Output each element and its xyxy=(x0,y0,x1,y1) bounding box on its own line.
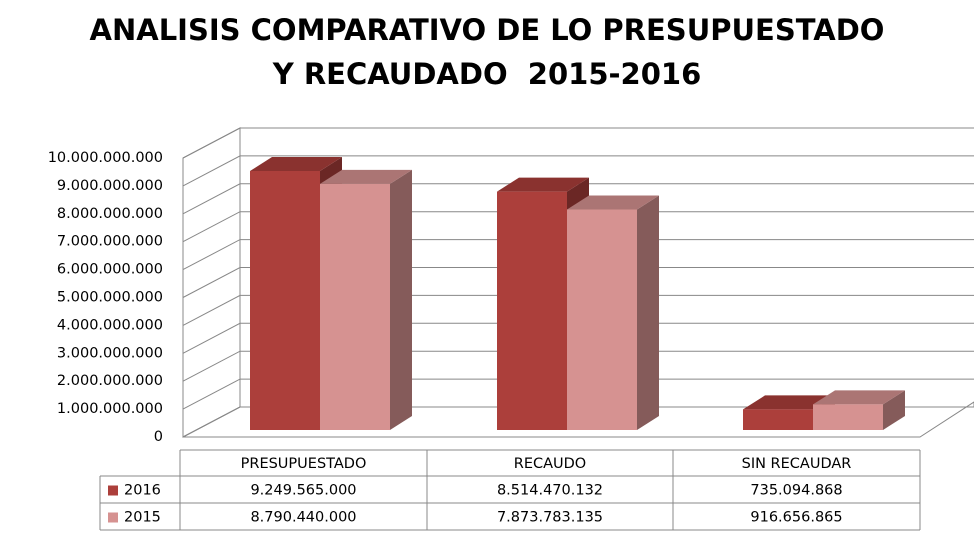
chart-title: ANALISIS COMPARATIVO DE LO PRESUPUESTADO… xyxy=(89,13,885,91)
grid-line xyxy=(182,211,974,243)
data-label: 9.249.565.000 xyxy=(250,483,356,499)
y-tick-label: 7.000.000.000 xyxy=(57,234,163,250)
grid-line xyxy=(182,155,974,187)
bar-top xyxy=(567,195,659,210)
bar-front xyxy=(250,171,320,430)
grid-line xyxy=(182,350,974,382)
bar-front xyxy=(743,409,813,430)
legend-label: 2015 xyxy=(124,510,161,526)
bar-front xyxy=(567,209,637,430)
bar-top xyxy=(497,177,589,192)
bar xyxy=(567,195,659,430)
y-tick-label: 0 xyxy=(154,429,163,445)
grid-line xyxy=(182,239,974,271)
bar-front xyxy=(320,183,390,430)
bar xyxy=(813,390,905,430)
bar-side xyxy=(883,390,905,430)
y-tick-label: 5.000.000.000 xyxy=(57,290,163,306)
y-tick-label: 2.000.000.000 xyxy=(57,373,163,389)
legend-key xyxy=(108,512,118,523)
data-label: 8.514.470.132 xyxy=(497,483,603,499)
y-tick-label: 4.000.000.000 xyxy=(57,317,163,333)
bar-side xyxy=(390,169,412,430)
y-tick-label: 6.000.000.000 xyxy=(57,262,163,278)
grid-line xyxy=(182,127,974,159)
y-tick-label: 8.000.000.000 xyxy=(57,206,163,222)
data-label: 735.094.868 xyxy=(750,483,842,499)
y-tick-label: 9.000.000.000 xyxy=(57,178,163,194)
data-label: 7.873.783.135 xyxy=(497,510,603,526)
x-tick-label: RECAUDO xyxy=(514,456,586,472)
bar-side xyxy=(637,195,659,430)
y-tick-label: 1.000.000.000 xyxy=(57,401,163,417)
grid-line xyxy=(182,267,974,298)
grid-line xyxy=(182,378,974,410)
grid-line xyxy=(182,183,974,215)
y-tick-label: 10.000.000.000 xyxy=(48,150,163,166)
bar-front xyxy=(497,191,567,430)
legend-label: 2016 xyxy=(124,483,161,499)
x-tick-label: SIN RECAUDAR xyxy=(742,456,852,472)
bar-top xyxy=(743,395,835,410)
bar xyxy=(320,169,412,430)
grid-line xyxy=(182,406,974,438)
grid-line xyxy=(182,294,974,326)
bar-front xyxy=(813,404,883,430)
bar-top xyxy=(250,157,342,172)
y-tick-label: 3.000.000.000 xyxy=(57,345,163,361)
bar-top xyxy=(813,390,905,405)
x-tick-label: PRESUPUESTADO xyxy=(241,456,367,472)
data-label: 8.790.440.000 xyxy=(250,510,356,526)
grid-line xyxy=(182,322,974,354)
bar-top xyxy=(320,169,412,184)
legend-key xyxy=(108,485,118,496)
data-label: 916.656.865 xyxy=(750,510,842,526)
